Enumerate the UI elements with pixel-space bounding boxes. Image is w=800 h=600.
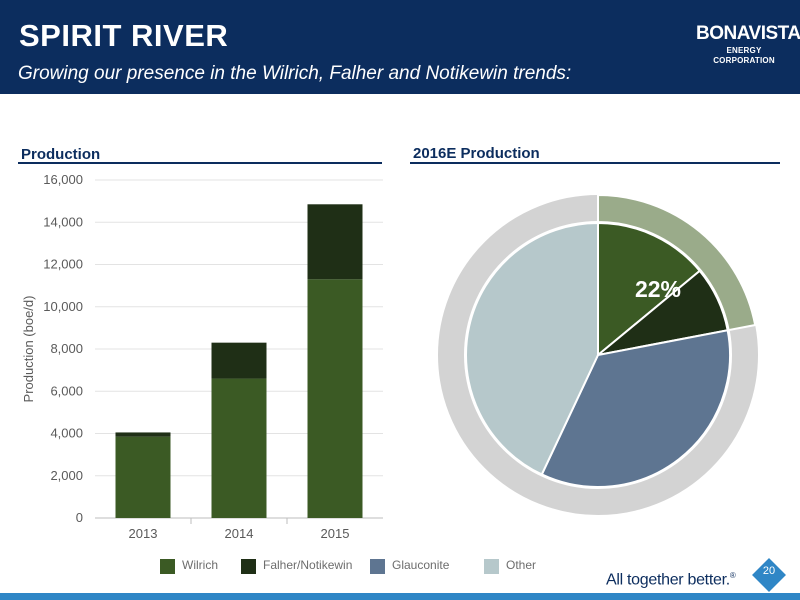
pie-chart-title: 2016E Production — [413, 145, 540, 162]
legend-swatch-other — [484, 559, 499, 574]
x-tick-label: 2015 — [321, 526, 350, 541]
bar-chart: 0 2,000 4,000 6,000 8,000 10,000 12,000 14,000 1… — [21, 172, 383, 541]
legend-label-other: Other — [506, 558, 537, 572]
header-bar: SPIRIT RIVER Growing our presence in the… — [0, 0, 800, 94]
company-logo: BONAVISTA ENERGY CORPORATION — [696, 23, 800, 66]
pie-slice-wilrich — [597, 221, 702, 358]
legend-label-wilrich: Wilrich — [182, 558, 218, 572]
y-tick-label: 12,000 — [43, 257, 83, 272]
legend-swatch-glauconite — [370, 559, 385, 574]
page-subtitle: Growing our presence in the Wilrich, Fal… — [18, 63, 572, 84]
pie-chart: 22% — [438, 193, 758, 515]
bar-falher-notikewin-2015 — [307, 204, 363, 280]
footer-bar — [0, 593, 800, 600]
bar-wilrich-2014 — [211, 378, 267, 518]
logo-subtitle: ENERGY CORPORATION — [713, 46, 775, 65]
legend-swatch-wilrich — [160, 559, 175, 574]
y-tick-label: 8,000 — [50, 341, 83, 356]
y-tick-label: 0 — [76, 510, 83, 525]
page-title: SPIRIT RIVER — [19, 18, 229, 53]
logo-name: BONAVISTA — [696, 23, 800, 44]
legend-label-falher-notikewin: Falher/Notikewin — [263, 558, 353, 572]
y-tick-label: 16,000 — [43, 172, 83, 187]
registered-mark: ® — [729, 571, 736, 580]
page-number: 20 — [762, 565, 776, 577]
pie-annotation: 22% — [635, 276, 681, 302]
x-tick-label: 2013 — [129, 526, 158, 541]
bar-wilrich-2013 — [115, 436, 171, 518]
y-tick-label: 14,000 — [43, 214, 83, 229]
footer-tagline: All together better.® — [606, 571, 736, 589]
bar-falher-notikewin-2014 — [211, 342, 267, 379]
pie-slice-other — [465, 221, 599, 476]
y-tick-label: 2,000 — [50, 468, 83, 483]
legend-swatch-falher-notikewin — [241, 559, 256, 574]
bar-chart-title: Production — [21, 146, 101, 163]
y-tick-label: 6,000 — [50, 383, 83, 398]
tagline-text: All together better. — [606, 571, 730, 589]
y-axis-label: Production (boe/d) — [21, 296, 36, 403]
y-tick-label: 10,000 — [43, 299, 83, 314]
bar-falher-notikewin-2013 — [115, 432, 171, 437]
y-tick-label: 4,000 — [50, 426, 83, 441]
legend-label-glauconite: Glauconite — [392, 558, 450, 572]
bar-wilrich-2015 — [307, 279, 363, 518]
pie-slice-glauconite — [540, 329, 731, 488]
x-tick-label: 2014 — [225, 526, 254, 541]
